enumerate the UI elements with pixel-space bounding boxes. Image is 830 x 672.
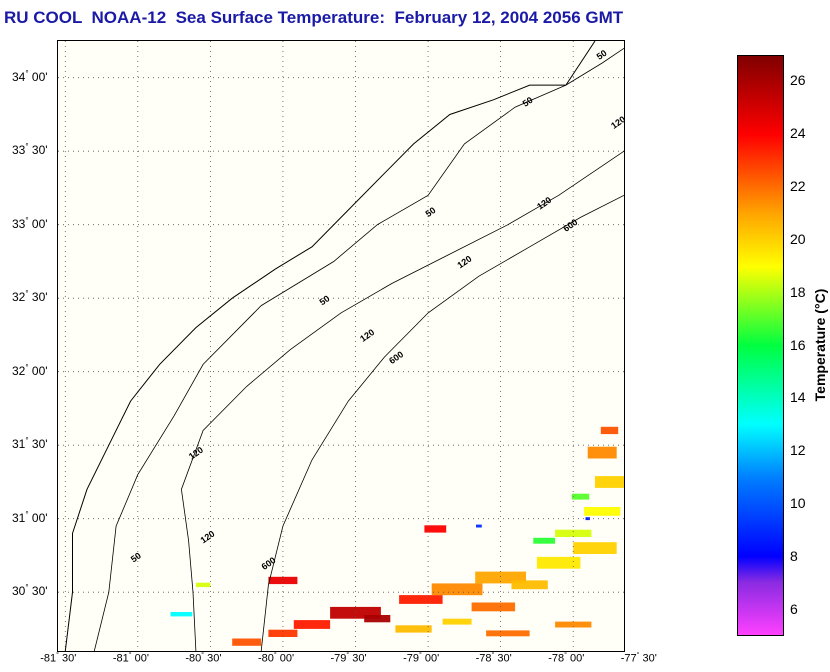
sst-patch [330,606,381,619]
lon-tick-label: -78° 00' [548,652,585,665]
sst-patch [587,446,617,459]
lon-tick-label: -78° 30' [475,652,512,665]
colorbar-tick-label: 16 [790,336,806,353]
colorbar-tick-label: 8 [790,547,798,564]
sst-patch [442,618,472,625]
sst-patch [555,621,592,628]
colorbar-tick-label: 22 [790,178,806,195]
sst-patch [364,615,391,623]
lat-tick-label: 32° 00' [12,362,48,378]
isobath-label: 50 [595,48,609,62]
sst-patch [595,476,624,488]
map-panel[interactable]: 50 50 50 50 50 120 120 120 120 120 120 600 600 600 [57,40,625,652]
isobath-label: 50 [129,551,143,565]
isobath-label: 50 [318,293,332,307]
isobath-600 [260,194,624,651]
sst-patch [431,583,483,596]
colorbar-tick-label: 12 [790,442,806,459]
sst-patch [486,630,530,637]
lat-tick-label: 33° 00' [12,215,48,231]
lon-tick-label: -79° 30' [330,652,367,665]
sst-patch [471,602,516,612]
lat-tick-label: 34° 00' [12,68,48,84]
lat-tick-label: 32° 30' [12,289,48,305]
lat-tick-label: 31° 30' [12,436,48,452]
sst-patch [536,556,581,569]
isobath-label: 50 [424,205,438,219]
temperature-colorbar [737,55,784,636]
isobath-label: 120 [358,327,376,344]
sst-patch [571,493,590,500]
lon-tick-label: -81° 00' [112,652,149,665]
lon-tick-label: -80° 00' [257,652,295,665]
sst-patch [424,525,447,533]
sst-patch [600,426,619,435]
lon-tick-label: -79° 00' [403,652,440,665]
isobath-120 [180,150,624,651]
map-title: RU COOL NOAA-12 Sea Surface Temperature:… [4,8,624,27]
lon-tick-label: -77° 30' [620,652,657,665]
isobath-50 [93,47,624,651]
sst-patch [395,625,432,633]
lon-tick-label: -81° 30' [40,652,77,665]
sst-patch [555,529,592,537]
colorbar-tick-label: 18 [790,283,806,300]
isobath-label: 50 [521,95,535,109]
lat-tick-label: 30° 30' [12,583,48,599]
sst-patch [511,580,548,590]
lon-tick-label: -80° 30' [185,652,222,665]
sst-patch [232,638,262,646]
colorbar-tick-label: 20 [790,230,806,247]
lat-tick-label: 33° 30' [12,142,48,158]
sst-patch [268,629,298,637]
sst-patch [475,571,526,584]
sst-patch [293,620,331,629]
sst-patch [533,537,556,544]
sst-patch [584,507,621,516]
sst-patch [399,595,443,604]
sst-patch [476,524,482,528]
sst-patch [268,576,298,585]
colorbar-tick-label: 26 [790,72,806,89]
colorbar-tick-label: 24 [790,125,806,142]
isobath-label: 120 [187,445,205,462]
sst-patch [585,517,590,521]
colorbar-tick-label: 6 [790,600,798,617]
isobath-label: 120 [455,254,473,271]
coastline [64,41,596,651]
colorbar-tick-label: 10 [790,494,806,511]
lat-tick-label: 31° 00' [12,509,48,525]
colorbar-tick-label: 14 [790,389,806,406]
sst-patch [170,612,193,617]
sst-patch [195,582,211,588]
isobath-label: 120 [199,529,217,546]
colorbar-label: Temperature (°C) [812,288,828,402]
isobath-label: 120 [535,195,553,212]
sst-patch [573,542,617,554]
isobath-label: 120 [609,114,624,131]
